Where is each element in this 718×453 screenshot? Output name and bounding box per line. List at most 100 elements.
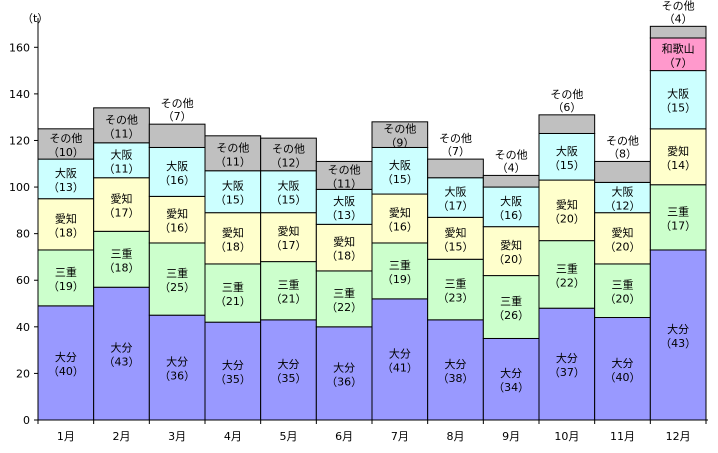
- segment-value-label: （40）: [605, 371, 641, 384]
- y-axis: 0 20 40 60 80 100 120 140 160: [9, 18, 39, 427]
- segment-name-label: 大阪: [445, 185, 467, 199]
- x-tick-label: 5月: [280, 430, 298, 443]
- segment-name-label: 愛知: [55, 211, 77, 225]
- segment-value-label: （19）: [48, 280, 84, 293]
- x-tick-label: 7月: [391, 430, 409, 443]
- segment-name-label: 三重: [500, 294, 522, 308]
- segment-value-label: （20）: [493, 253, 529, 266]
- segment-value-label: （43）: [104, 356, 140, 369]
- segment-name-label: 愛知: [667, 144, 689, 158]
- bar-segment: [482, 226, 540, 277]
- bar-segment: [538, 114, 596, 134]
- segment-value-label: （17）: [660, 219, 696, 232]
- segment-value-label: （41）: [382, 361, 418, 374]
- segment-value-label: （15）: [660, 102, 696, 115]
- segment-value-label: （13）: [326, 209, 362, 222]
- bar-segment: [482, 275, 540, 339]
- segment-value-label: （17）: [438, 200, 474, 213]
- segment-name-label: 和歌山: [662, 41, 695, 55]
- segment-value-label: （20）: [605, 240, 641, 253]
- bar-segment: [538, 132, 596, 181]
- segment-name-label: 三重: [445, 277, 467, 291]
- segment-name-label: 愛知: [612, 225, 634, 239]
- bar-segment: [482, 186, 540, 228]
- bar-segment: [649, 128, 707, 186]
- segment-name-label: 愛知: [166, 207, 188, 221]
- segment-value-label: （11）: [215, 155, 251, 168]
- segment-value-label: （22）: [326, 301, 362, 314]
- x-tick-label: 11月: [610, 430, 635, 443]
- segment-value-label: （18）: [104, 261, 140, 274]
- segment-name-label: 大分: [667, 322, 689, 336]
- segment-name-label: 三重: [166, 266, 188, 280]
- segment-name-label: 愛知: [556, 197, 578, 211]
- segment-name-label: 大阪: [333, 194, 355, 208]
- segment-value-label: （14）: [660, 159, 696, 172]
- segment-name-label: 大阪: [166, 159, 188, 173]
- segment-name-label: 大分: [278, 357, 300, 371]
- segment-value-label: （4）: [664, 12, 693, 25]
- bar-segment: [93, 142, 150, 179]
- segment-name-label: 三重: [278, 278, 300, 292]
- segment-value-label: （20）: [605, 293, 641, 306]
- bar-segment: [315, 270, 373, 328]
- bar-segment: [649, 249, 707, 421]
- bar-segment: [538, 240, 596, 309]
- segment-value-label: （16）: [493, 209, 529, 222]
- segment-value-label: （7）: [163, 110, 192, 123]
- bar-segment: [315, 188, 373, 225]
- segment-name-label: その他: [495, 148, 528, 161]
- segment-value-label: （40）: [48, 365, 84, 378]
- segment-value-label: （11）: [104, 127, 140, 140]
- segment-value-label: （15）: [215, 194, 251, 207]
- y-tick-label: 140: [9, 88, 30, 101]
- y-axis-title: （t）: [22, 12, 48, 25]
- segment-value-label: （15）: [382, 173, 418, 186]
- bar-segment: [594, 160, 651, 183]
- segment-value-label: （7）: [441, 145, 470, 158]
- bar-segment: [93, 286, 150, 421]
- y-tick-label: 60: [16, 274, 30, 287]
- segment-value-label: （4）: [497, 161, 526, 174]
- bar-segment: [148, 195, 206, 244]
- segment-value-label: （20）: [549, 212, 585, 225]
- bar-segment: [37, 128, 95, 160]
- segment-value-label: （15）: [438, 240, 474, 253]
- segment-value-label: （43）: [660, 337, 696, 350]
- x-tick-label: 4月: [224, 430, 242, 443]
- segment-value-label: （16）: [159, 222, 195, 235]
- segment-name-label: その他: [606, 134, 639, 147]
- bar-segment: [148, 314, 206, 421]
- segment-value-label: （17）: [271, 239, 307, 252]
- segment-name-label: その他: [662, 0, 695, 12]
- segment-name-label: 大分: [333, 360, 355, 374]
- bar-segment: [204, 212, 262, 265]
- segment-name-label: 大阪: [222, 179, 244, 193]
- segment-value-label: （15）: [549, 159, 585, 172]
- segment-value-label: （13）: [48, 181, 84, 194]
- segment-value-label: （11）: [104, 162, 140, 175]
- segment-name-label: 愛知: [389, 206, 411, 220]
- bar-segment: [93, 177, 150, 232]
- segment-name-label: 三重: [111, 246, 133, 260]
- segment-value-label: （34）: [493, 381, 529, 394]
- bar-segment: [315, 223, 373, 272]
- segment-value-label: （35）: [271, 372, 307, 385]
- segment-value-label: （21）: [271, 293, 307, 306]
- x-tick-label: 2月: [113, 430, 131, 443]
- segment-value-label: （36）: [326, 375, 362, 388]
- bar-segment: [37, 158, 95, 200]
- bars: 大分（40）三重（19）愛知（18）大阪（13）その他（10）大分（43）三重（…: [37, 0, 707, 421]
- segment-name-label: 大分: [222, 358, 244, 372]
- segment-name-label: 大阪: [667, 87, 689, 101]
- segment-name-label: その他: [105, 113, 138, 126]
- bar-segment: [649, 70, 707, 130]
- segment-value-label: （12）: [271, 156, 307, 169]
- bar-segment: [594, 263, 651, 319]
- segment-name-label: 三重: [389, 258, 411, 272]
- segment-value-label: （12）: [605, 200, 641, 213]
- bar-segment: [93, 230, 150, 288]
- segment-value-label: （18）: [215, 240, 251, 253]
- x-tick-label: 1月: [57, 430, 75, 443]
